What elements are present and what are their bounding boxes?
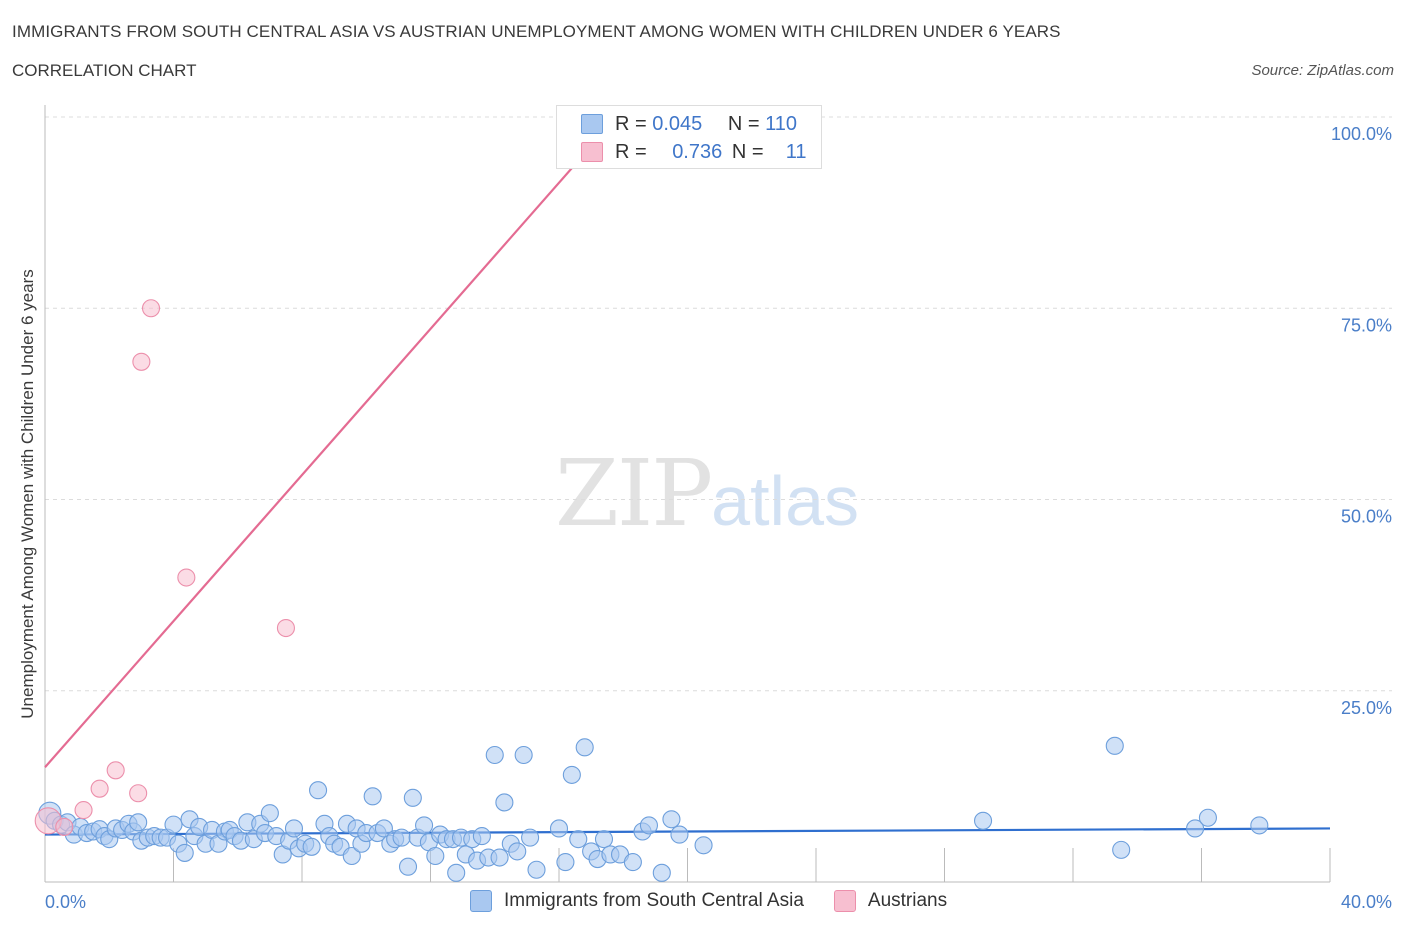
source-label: Source: ZipAtlas.com — [1251, 62, 1394, 79]
chart-title: IMMIGRANTS FROM SOUTH CENTRAL ASIA VS AU… — [12, 22, 1061, 41]
data-points — [34, 107, 1269, 882]
point-immigrants — [403, 788, 422, 807]
point-austrians — [55, 817, 74, 836]
point-immigrants — [594, 830, 614, 849]
point-immigrants — [1250, 816, 1269, 835]
point-immigrants — [426, 846, 445, 866]
grid-lines — [45, 116, 1392, 692]
point-immigrants — [562, 765, 581, 784]
point-immigrants — [1112, 840, 1131, 859]
point-immigrants — [521, 828, 540, 847]
series-swatch-austrians — [833, 890, 856, 912]
point-immigrants — [164, 815, 183, 834]
trend-line-austrians — [44, 116, 618, 768]
series-label-austrians: Austrians — [867, 890, 948, 911]
point-immigrants — [398, 857, 418, 876]
series-label-immigrants: Immigrants from South Central Asia — [504, 890, 804, 911]
point-immigrants — [670, 825, 689, 844]
series-legend-austrians[interactable]: Austrians — [833, 890, 948, 912]
y-tick-label: 25.0% — [1341, 698, 1392, 718]
point-immigrants — [569, 830, 588, 849]
point-austrians — [141, 299, 161, 318]
point-immigrants — [447, 863, 466, 882]
point-immigrants — [284, 819, 304, 838]
tick-labels: 25.0% 50.0% 75.0% 100.0% 0.0% 40.0% Unemployme… — [18, 124, 1392, 912]
legend-r-value: 0.045 — [652, 112, 703, 135]
x-tick-label: 0.0% — [45, 892, 86, 912]
trend-lines — [44, 116, 1331, 836]
y-tick-label: 100.0% — [1331, 124, 1392, 144]
point-immigrants — [260, 804, 279, 823]
legend-r-label: R = — [615, 112, 647, 135]
axes — [44, 105, 1331, 883]
chart-subtitle: CORRELATION CHART — [12, 61, 197, 80]
point-immigrants — [662, 810, 681, 829]
point-immigrants — [392, 828, 411, 847]
point-immigrants — [472, 827, 491, 846]
legend-swatch-austrians — [581, 142, 603, 162]
point-immigrants — [309, 781, 328, 800]
legend-row-austrians: R = 0.736 N = 11 — [581, 140, 807, 164]
correlation-legend: R = 0.045 N = 110 R = 0.736 N = 11 — [556, 105, 822, 169]
point-immigrants — [694, 836, 713, 855]
point-immigrants — [415, 816, 434, 835]
point-austrians — [132, 352, 151, 371]
legend-r-value: 0.736 — [672, 140, 723, 163]
point-immigrants — [374, 819, 393, 838]
point-immigrants — [556, 853, 575, 872]
point-immigrants — [508, 842, 527, 861]
y-tick-label: 50.0% — [1341, 507, 1392, 527]
legend-n-value: 11 — [785, 140, 807, 163]
series-swatch-immigrants — [470, 890, 492, 912]
point-immigrants — [527, 860, 546, 879]
point-immigrants — [302, 837, 321, 856]
point-austrians — [177, 568, 196, 587]
point-immigrants — [363, 787, 382, 806]
legend-n-label: N = — [727, 112, 760, 135]
point-immigrants — [490, 848, 509, 867]
point-immigrants — [652, 863, 671, 882]
point-immigrants — [342, 846, 361, 866]
y-axis-label: Unemployment Among Women with Children U… — [18, 269, 37, 718]
point-immigrants — [1186, 819, 1205, 838]
legend-n-label: N = — [731, 140, 764, 163]
point-immigrants — [575, 738, 594, 757]
legend-swatch-immigrants — [581, 114, 603, 134]
point-austrians — [129, 784, 148, 803]
series-legend: Immigrants from South Central Asia Austr… — [470, 890, 977, 912]
point-immigrants — [623, 853, 642, 872]
x-tick-label: 40.0% — [1341, 892, 1392, 912]
point-austrians — [74, 801, 93, 820]
point-immigrants — [175, 843, 194, 862]
point-austrians — [276, 618, 295, 638]
point-immigrants — [639, 816, 659, 835]
series-legend-immigrants[interactable]: Immigrants from South Central Asia — [470, 890, 804, 912]
watermark-atlas: atlas — [711, 462, 860, 540]
point-immigrants — [1105, 736, 1124, 755]
point-austrians — [106, 761, 125, 780]
point-immigrants — [549, 819, 569, 838]
point-immigrants — [485, 745, 504, 765]
watermark-zip: ZIP — [555, 440, 713, 547]
legend-r-label: R = — [615, 140, 647, 163]
point-austrians — [90, 779, 109, 798]
point-immigrants — [1198, 808, 1217, 827]
watermark: ZIPatlas — [555, 440, 859, 547]
point-immigrants — [495, 793, 514, 812]
point-immigrants — [973, 811, 993, 830]
point-immigrants — [514, 745, 533, 765]
point-immigrants — [129, 813, 148, 832]
y-tick-label: 75.0% — [1341, 315, 1392, 335]
legend-row-immigrants: R = 0.045 N = 110 — [581, 112, 797, 136]
legend-n-value: 110 — [765, 112, 797, 135]
